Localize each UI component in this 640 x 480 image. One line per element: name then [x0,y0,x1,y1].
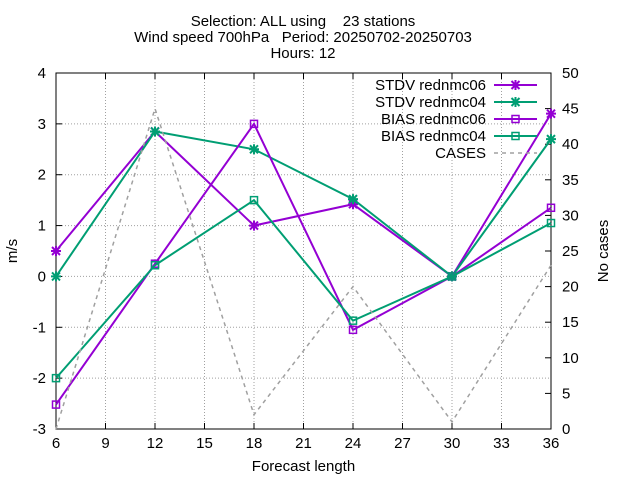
y2-tick-label: 15 [562,314,579,331]
data-point [150,260,160,270]
data-point [150,126,160,137]
legend-label: BIAS rednmc06 [381,111,486,128]
legend-label: BIAS rednmc04 [381,128,486,145]
legend-marker [511,131,520,141]
series-line [55,130,552,278]
series-line [55,106,552,430]
title-line-2: Wind speed 700hPa Period: 20250702-20250… [134,29,472,46]
data-point [447,272,457,281]
y-tick-label: 3 [38,116,46,133]
y-tick-label: 1 [38,218,46,235]
series-line [55,113,552,278]
data-point [51,246,61,256]
series-layer [51,106,556,430]
data-point [546,134,556,145]
y-tick-label: 4 [38,65,46,82]
data-point [348,316,358,325]
y2-tick-label: 0 [562,421,570,438]
y-tick-label: 2 [38,167,46,184]
y2-tick-label: 50 [562,65,579,82]
y-tick-label: -1 [33,319,46,336]
legend-label: STDV rednmc06 [375,77,486,94]
legend-label: CASES [435,145,486,162]
x-axis-label: Forecast length [252,458,355,475]
x-tick-label: 27 [394,435,411,452]
x-tick-label: 33 [493,435,510,452]
data-point [348,199,358,210]
legend-label: STDV rednmc04 [375,94,486,111]
y2-tick-label: 45 [562,101,579,118]
x-tick-label: 21 [295,435,312,452]
data-point [348,194,358,205]
x-tick-label: 24 [345,435,362,452]
y2-tick-label: 40 [562,136,579,153]
chart-title: Selection: ALL using 23 stations Wind sp… [134,13,472,62]
y2-tick-label: 10 [562,350,579,367]
series-line [55,198,552,379]
legend-marker [510,97,521,107]
data-point [51,271,61,282]
y-tick-label: -2 [33,370,46,387]
x-tick-label: 6 [52,435,60,452]
data-point [249,195,259,205]
x-tick-label: 18 [246,435,263,452]
x-tick-label: 15 [196,435,213,452]
series-bias-rednmc04 [51,195,556,383]
x-tick-label: 9 [101,435,109,452]
series-line [55,121,552,406]
data-point [546,203,556,213]
legend-marker [511,114,520,124]
data-point [249,119,259,129]
grid-lines [56,73,551,429]
data-point [51,400,61,409]
y2-tick-label: 35 [562,172,579,189]
title-line-3: Hours: 12 [270,45,335,62]
y2-tick-label: 25 [562,243,579,260]
legend-marker [510,80,521,90]
y-tick-label: 0 [38,268,46,285]
y-tick-label: -3 [33,421,46,438]
data-point [546,108,556,119]
x-tick-label: 30 [444,435,461,452]
data-point [249,220,259,231]
y2-tick-label: 30 [562,207,579,224]
x-tick-label: 12 [147,435,164,452]
data-point [348,325,358,335]
y-axis-label: m/s [4,239,21,263]
data-point [249,144,259,155]
y2-axis-label: No cases [595,220,612,283]
data-point [546,218,556,228]
x-tick-label: 36 [543,435,560,452]
data-point [51,373,61,383]
axis-ticks: 6 9 12 15 18 21 24 27 30 33 36-3-2-101234051015202… [33,65,579,452]
series-cases [55,106,552,430]
y2-tick-label: 5 [562,385,570,402]
y2-tick-label: 20 [562,279,579,296]
title-line-1: Selection: ALL using 23 stations [191,13,416,30]
